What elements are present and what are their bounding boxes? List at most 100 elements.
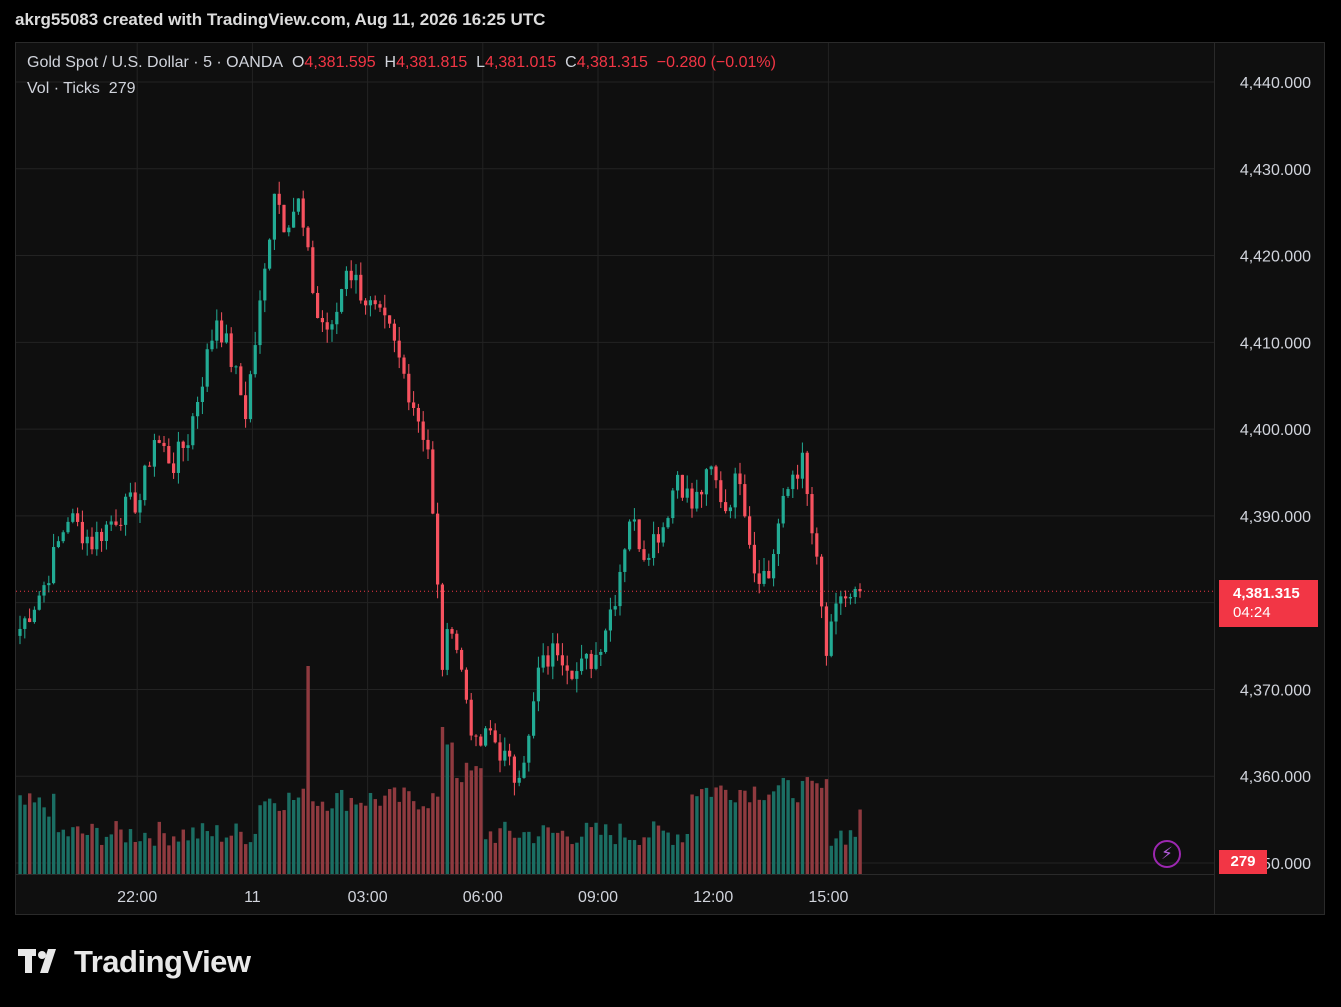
candle-body [364,300,367,305]
candle-body [95,532,98,549]
volume-bar [834,838,837,874]
volume-bar [383,796,386,874]
candle-body [638,519,641,549]
volume-bar [153,846,156,874]
candle-body [311,247,314,293]
volume-bar [446,744,449,874]
candle-body [806,453,809,494]
high-value: 4,381.815 [396,54,467,71]
volume-bar [378,806,381,874]
candle-body [172,463,175,473]
volume-bar [762,800,765,874]
y-tick-label: 4,420.000 [1240,249,1311,266]
volume-bar [292,800,295,874]
volume-bar [230,836,233,874]
candle-body [830,622,833,656]
candle-body [287,228,290,233]
candle-body [90,537,93,550]
candle-body [734,473,737,507]
candle-body [254,345,257,374]
volume-bar [633,840,636,874]
candle-body [263,269,266,301]
candle-body [273,194,276,240]
volume-bar [110,834,113,874]
volume-bar [753,787,756,874]
candle-body [791,475,794,489]
volume-bar [810,781,813,874]
volume-bar [748,802,751,874]
candle-body [138,500,141,512]
candle-body [388,315,391,323]
y-tick-label: 4,430.000 [1240,162,1311,179]
candle-body [647,558,650,560]
volume-bar [100,845,103,874]
volume-bar [388,789,391,874]
y-tick-label: 4,390.000 [1240,509,1311,526]
candle-body [633,519,636,521]
candle-body [522,763,525,778]
volume-bar [642,837,645,874]
close-label: C [565,54,577,71]
volume-bar [47,817,50,874]
volume-bar [719,786,722,874]
candle-body [215,320,218,340]
candle-body [489,728,492,730]
candle-body [666,518,669,527]
volume-bar [71,827,74,874]
close-value: 4,381.315 [577,54,648,71]
volume-bar [522,832,525,874]
volume-bar [465,763,468,874]
candle-body [148,466,151,467]
candle-body [527,736,530,763]
candle-body [479,737,482,746]
volume-bar [570,844,573,874]
volume-bar [604,824,607,874]
volume-bar [369,793,372,874]
candle-body [854,589,857,597]
volume-bar [33,802,36,874]
candle-body [316,293,319,318]
candle-body [594,655,597,669]
candle-body [810,494,813,533]
x-tick-label: 11 [244,889,261,906]
candle-body [230,333,233,367]
volume-bar [201,823,204,874]
candle-body [575,671,578,679]
volume-bar [479,768,482,874]
volume-bar [532,843,535,874]
candle-body [508,751,511,757]
candle-body [662,527,665,542]
volume-bar [297,798,300,874]
candle-body [28,618,31,622]
volume-bar [830,846,833,874]
candle-body [393,324,396,341]
volume-bar [105,837,108,874]
volume-bar [858,810,861,874]
candle-body [105,525,108,541]
candle-body [743,484,746,516]
candle-body [278,194,281,205]
volume-bar [470,770,473,874]
volume-bar [513,838,516,874]
volume-bar [335,793,338,874]
volume-bar [177,842,180,874]
candle-body [33,610,36,622]
volume-bar [330,808,333,874]
candle-body [42,585,45,595]
volume-bar [76,826,79,874]
candle-body [599,652,602,655]
candle-body [282,205,285,232]
volume-bar [316,806,319,874]
candle-body [676,475,679,491]
volume-bar [498,828,501,874]
volume-bar [772,791,775,874]
lightning-icon[interactable]: ⚡ [1153,840,1181,868]
candle-body [268,240,271,269]
candle-body [834,604,837,622]
volume-bar [734,802,737,874]
volume-bar [796,802,799,874]
candle-body [546,655,549,666]
volume-bar [489,831,492,874]
volume-bar [575,843,578,874]
